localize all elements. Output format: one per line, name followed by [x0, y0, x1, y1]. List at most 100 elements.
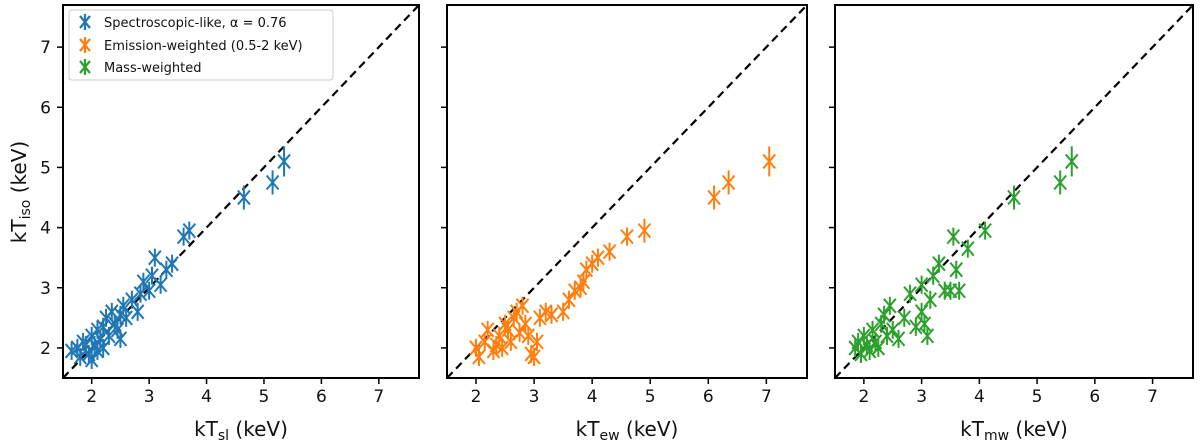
y-ticks-panel-3 — [829, 46, 835, 349]
data-point — [237, 185, 251, 210]
x-tick-label: 7 — [1147, 387, 1158, 407]
data-point — [130, 302, 145, 321]
data-point — [949, 260, 964, 279]
data-point — [721, 170, 736, 195]
data-point — [871, 338, 886, 357]
y-ticks-panel-1: 2 3 4 5 6 7 — [40, 38, 63, 359]
axes-frame-panel-1 — [62, 4, 420, 379]
y-tick-label: 2 — [40, 339, 51, 359]
axes-frame-panel-3 — [834, 4, 1194, 379]
data-point — [495, 338, 509, 357]
y-tick-label: 7 — [40, 38, 51, 58]
data-point — [865, 320, 880, 339]
data-point — [277, 146, 291, 177]
identity-line — [834, 4, 1194, 379]
x-tick-label: 2 — [86, 387, 97, 407]
legend-item-spectroscopic: Spectroscopic-like, α = 0.76 — [79, 14, 287, 31]
data-points-panel-1 — [64, 146, 291, 369]
panel-emission-weighted: 2 3 4 5 6 7 kTew (keV) — [441, 4, 808, 443]
data-point — [116, 296, 131, 315]
data-point — [891, 329, 906, 348]
data-point — [914, 302, 929, 321]
legend-label-emission: Emission-weighted (0.5-2 keV) — [104, 39, 303, 54]
data-point — [762, 146, 777, 177]
legend: Spectroscopic-like, α = 0.76 Emission-we… — [68, 9, 334, 81]
x-tick-label: 7 — [761, 387, 772, 407]
data-point — [472, 347, 486, 366]
x-tick-label: 6 — [316, 387, 327, 407]
legend-marker-mass — [79, 59, 91, 75]
legend-marker-spectroscopic — [79, 14, 91, 30]
y-tick-label: 3 — [40, 279, 51, 299]
data-point — [620, 227, 634, 246]
data-point — [1053, 170, 1067, 195]
data-point — [265, 170, 280, 195]
data-point — [923, 290, 938, 309]
legend-marker-emission — [79, 37, 91, 53]
data-point — [883, 296, 897, 315]
x-ticks-panel-1: 2 3 4 5 6 7 — [86, 378, 384, 407]
data-point — [932, 254, 946, 273]
data-point — [148, 248, 162, 267]
data-point — [637, 218, 652, 243]
x-tick-label: 2 — [858, 387, 869, 407]
y-tick-label: 4 — [40, 219, 51, 239]
identity-line — [446, 4, 808, 379]
x-axis-label-panel-2: kTew (keV) — [576, 417, 679, 443]
x-tick-label: 4 — [587, 387, 598, 407]
data-point — [527, 347, 541, 366]
data-point — [877, 305, 891, 324]
data-point — [153, 275, 168, 294]
data-point — [105, 302, 119, 321]
data-point — [113, 329, 128, 348]
x-tick-label: 3 — [916, 387, 927, 407]
x-ticks-panel-3: 2 3 4 5 6 7 — [858, 378, 1158, 407]
panel-spectroscopic-like: 2 3 4 5 6 7 2 3 4 5 6 7 kTsl (keV) kTiso (keV) Spe… — [7, 4, 420, 443]
data-points-panel-2 — [469, 146, 777, 366]
x-tick-label: 5 — [259, 387, 270, 407]
data-point — [515, 296, 530, 315]
panel-mass-weighted: 2 3 4 5 6 7 kTmw (keV) — [829, 4, 1194, 443]
data-point — [885, 320, 900, 339]
y-tick-label: 6 — [40, 98, 51, 118]
identity-line-group-2 — [446, 4, 808, 379]
data-point — [512, 323, 527, 342]
x-tick-label: 2 — [471, 387, 482, 407]
data-point — [914, 275, 929, 294]
data-point — [903, 284, 917, 303]
data-point — [591, 248, 605, 267]
axes-frame-panel-2 — [446, 4, 808, 379]
data-point — [521, 326, 536, 345]
data-point — [952, 281, 966, 300]
y-ticks-panel-2 — [441, 46, 447, 349]
data-point — [1064, 146, 1079, 177]
data-point — [961, 239, 975, 258]
data-point — [897, 308, 912, 327]
identity-line-group-3 — [834, 4, 1194, 379]
data-point — [530, 332, 544, 351]
data-points-panel-3 — [848, 146, 1079, 363]
data-point — [136, 272, 151, 291]
legend-item-mass: Mass-weighted — [79, 59, 202, 76]
data-point — [518, 314, 533, 333]
x-tick-label: 4 — [201, 387, 212, 407]
x-ticks-panel-2: 2 3 4 5 6 7 — [471, 378, 772, 407]
x-tick-label: 7 — [373, 387, 384, 407]
y-axis-label: kTiso (keV) — [7, 141, 34, 243]
x-tick-label: 5 — [645, 387, 656, 407]
data-point — [182, 221, 197, 240]
x-tick-label: 6 — [1089, 387, 1100, 407]
data-point — [917, 314, 932, 333]
x-tick-label: 3 — [144, 387, 155, 407]
legend-item-emission: Emission-weighted (0.5-2 keV) — [79, 37, 303, 54]
data-point — [1007, 185, 1021, 210]
x-axis-label-panel-3: kTmw (keV) — [960, 417, 1068, 443]
data-point — [562, 290, 576, 309]
legend-label-spectroscopic: Spectroscopic-like, α = 0.76 — [104, 16, 287, 31]
data-point — [854, 344, 868, 363]
legend-label-mass: Mass-weighted — [104, 61, 202, 76]
data-point — [119, 308, 133, 327]
data-point — [602, 242, 617, 261]
data-point — [84, 350, 99, 369]
